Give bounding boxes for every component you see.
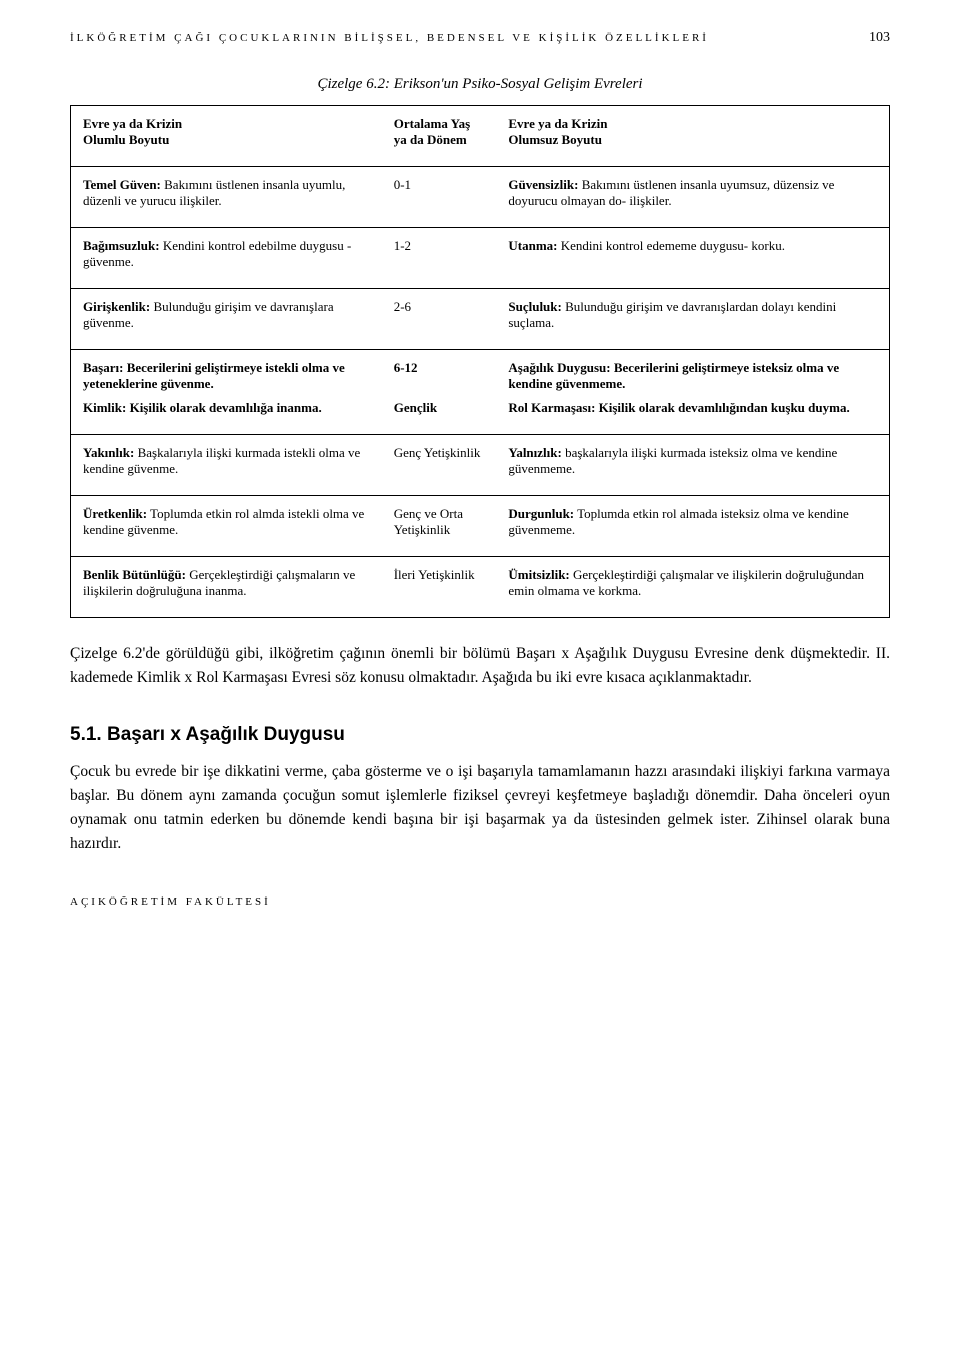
paragraph-1: Çizelge 6.2'de görüldüğü gibi, ilköğreti… bbox=[70, 642, 890, 690]
footer: AÇIKÖĞRETİM FAKÜLTESİ bbox=[70, 896, 890, 908]
table-caption: Çizelge 6.2: Erikson'un Psiko-Sosyal Gel… bbox=[70, 76, 890, 93]
stages-table: Evre ya da KrizinOlumlu Boyutu Ortalama … bbox=[70, 105, 890, 618]
running-title: İLKÖĞRETİM ÇAĞI ÇOCUKLARININ BİLİŞSEL, B… bbox=[70, 32, 709, 44]
section-heading: 5.1. Başarı x Aşağılık Duygusu bbox=[70, 724, 890, 746]
running-header: İLKÖĞRETİM ÇAĞI ÇOCUKLARININ BİLİŞSEL, B… bbox=[70, 30, 890, 46]
table-row: Temel Güven: Bakımını üstlenen insanla u… bbox=[71, 167, 890, 228]
table-row: Girişkenlik: Bulunduğu girişim ve davran… bbox=[71, 289, 890, 350]
table-row: Yakınlık: Başkalarıyla ilişki kurmada is… bbox=[71, 435, 890, 496]
table-header-col1: Evre ya da KrizinOlumlu Boyutu bbox=[71, 106, 382, 167]
table-row: Üretkenlik: Toplumda etkin rol almda ist… bbox=[71, 496, 890, 557]
page-number: 103 bbox=[869, 30, 890, 46]
section-body: Çocuk bu evrede bir işe dikkatini verme,… bbox=[70, 760, 890, 856]
table-row: Başarı: Becerilerini geliştirmeye istekl… bbox=[71, 350, 890, 397]
table-row: Benlik Bütünlüğü: Gerçekleştirdiği çalış… bbox=[71, 557, 890, 618]
table-header-col3: Evre ya da KrizinOlumsuz Boyutu bbox=[496, 106, 889, 167]
table-header-col2: Ortalama Yaşya da Dönem bbox=[382, 106, 497, 167]
table-row: Kimlik: Kişilik olarak devamlılığa inanm… bbox=[71, 396, 890, 435]
table-row: Bağımsuzluk: Kendini kontrol edebilme du… bbox=[71, 228, 890, 289]
